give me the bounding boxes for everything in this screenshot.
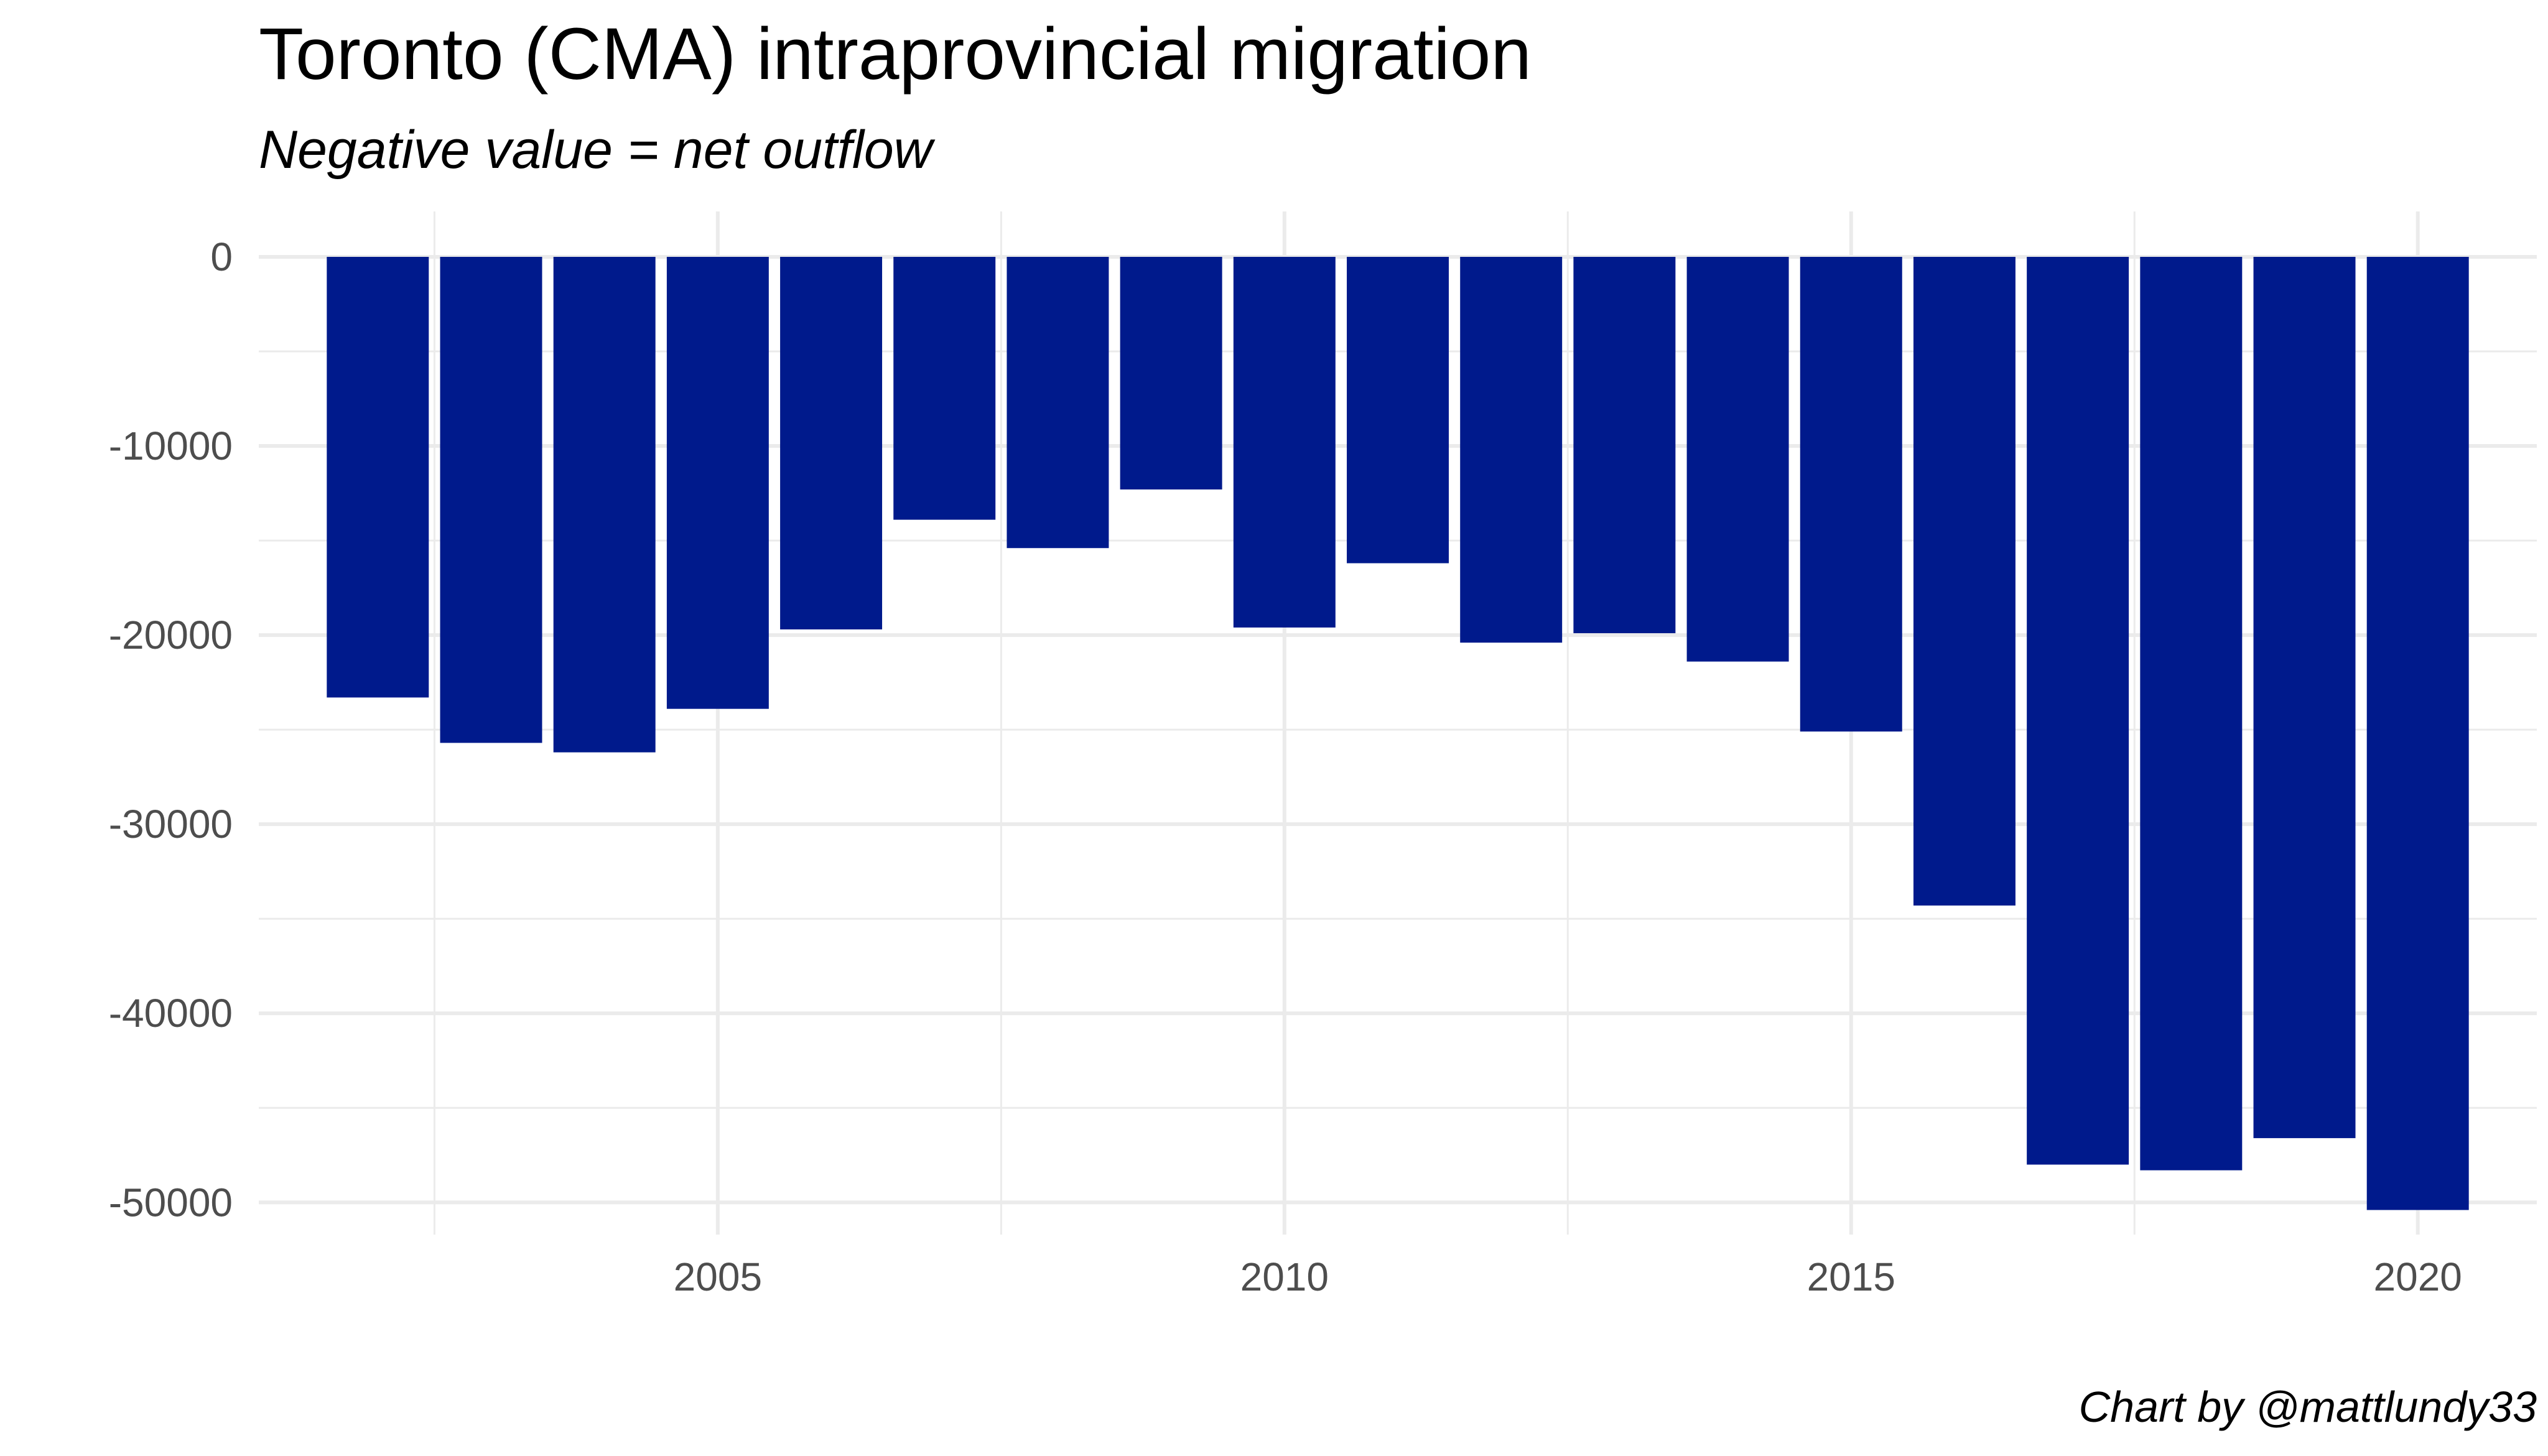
y-tick-label: -40000 <box>109 991 233 1036</box>
bar-2015 <box>1800 256 1902 732</box>
bar-2008 <box>1007 256 1109 549</box>
bar-2009 <box>1120 256 1222 489</box>
y-tick-label: -50000 <box>109 1180 233 1225</box>
x-tick-label: 2015 <box>1807 1254 1895 1299</box>
y-tick-label: -20000 <box>109 613 233 657</box>
x-tick-label: 2020 <box>2374 1254 2462 1299</box>
bar-2006 <box>780 256 883 629</box>
bar-2012 <box>1460 256 1563 643</box>
bar-2014 <box>1686 256 1789 662</box>
y-tick-label: -30000 <box>109 802 233 846</box>
bar-2003 <box>440 256 542 743</box>
bar-2016 <box>1913 256 2016 906</box>
bar-2010 <box>1233 256 1336 628</box>
bar-2005 <box>666 256 769 709</box>
bar-2020 <box>2366 256 2469 1210</box>
x-tick-label: 2005 <box>674 1254 762 1299</box>
x-axis: 2005 2010 2015 2020 <box>674 1254 2462 1299</box>
bar-2017 <box>2027 256 2129 1165</box>
bar-2002 <box>327 256 429 698</box>
x-tick-label: 2010 <box>1240 1254 1329 1299</box>
bar-2011 <box>1347 256 1449 563</box>
bar-2013 <box>1573 256 1676 634</box>
y-tick-label: -10000 <box>109 424 233 468</box>
bar-2018 <box>2140 256 2243 1171</box>
y-axis: 0 -10000 -20000 -30000 -40000 -50000 <box>109 234 233 1225</box>
y-tick-label: 0 <box>210 234 233 279</box>
bar-2004 <box>553 256 656 753</box>
chart-subtitle: Negative value = net outflow <box>259 120 932 180</box>
bar-2007 <box>893 256 996 520</box>
bars <box>327 256 2469 1210</box>
chart-caption: Chart by @mattlundy33 <box>2078 1383 2537 1431</box>
chart-title: Toronto (CMA) intraprovincial migration <box>259 13 1532 95</box>
bar-2019 <box>2253 256 2356 1138</box>
